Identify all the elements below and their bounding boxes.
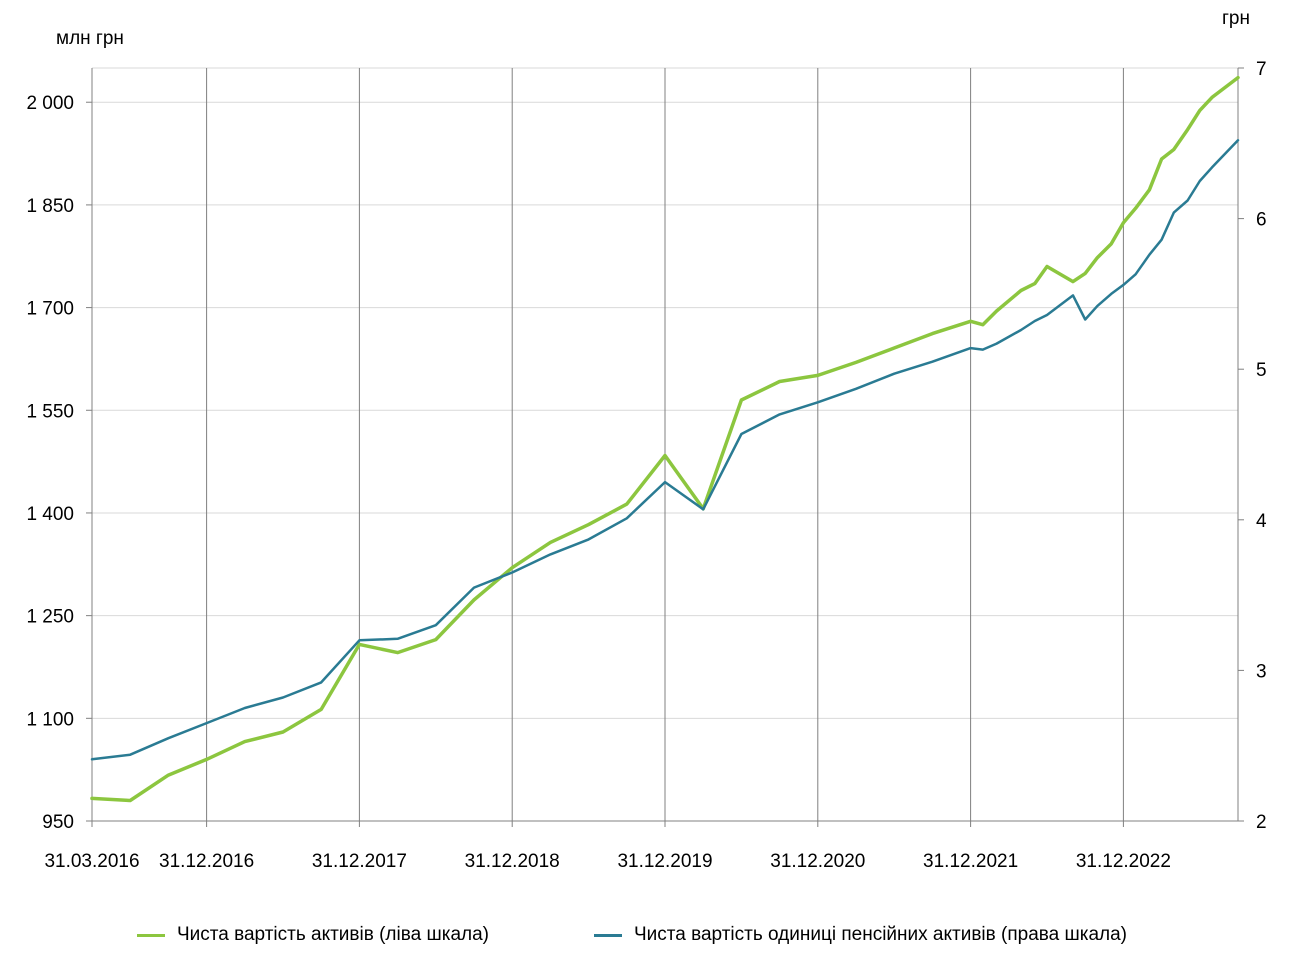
right-axis-unit-label: грн: [1222, 8, 1250, 29]
left-tick-label: 1 400: [26, 504, 74, 525]
series-line-unit-value: [90, 139, 1240, 761]
left-tick-label: 1 850: [26, 196, 74, 217]
x-tick-label: 31.12.2017: [312, 851, 407, 872]
right-tick-label: 6: [1256, 210, 1267, 231]
left-tick-label: 950: [42, 812, 74, 833]
x-tick-label: 31.12.2019: [617, 851, 712, 872]
x-axis-tick-labels: 31.03.2016 31.12.2016 31.12.2017 31.12.2018…: [44, 851, 1170, 872]
right-tick-label: 5: [1256, 360, 1267, 381]
x-tick-label: 31.12.2018: [465, 851, 560, 872]
legend-swatch-unit-value: [594, 933, 622, 937]
right-tick-label: 7: [1256, 59, 1267, 80]
left-tick-label: 1 550: [26, 401, 74, 422]
legend-swatch-net-assets: [137, 933, 165, 937]
left-tick-label: 1 250: [26, 607, 74, 628]
legend-item-net-assets: Чиста вартість активів (ліва шкала): [137, 924, 489, 946]
x-tick-label: 31.12.2021: [923, 851, 1018, 872]
left-axis-tick-labels: 950 1 100 1 250 1 400 1 550 1 700 1 850 2 000: [26, 93, 74, 833]
legend-label-unit-value: Чиста вартість одиниці пенсійних активів…: [634, 924, 1128, 945]
x-tick-label: 31.12.2022: [1076, 851, 1171, 872]
vertical-gridlines: [206, 68, 1124, 821]
plot-frame: [86, 67, 1244, 827]
series-line-net-assets: [90, 75, 1240, 803]
left-tick-label: 1 100: [26, 709, 74, 730]
left-axis-unit-label: млн грн: [56, 28, 124, 49]
x-tick-label: 31.03.2016: [44, 851, 139, 872]
left-tick-label: 2 000: [26, 93, 74, 114]
series-lines: [90, 75, 1240, 803]
right-axis-tick-labels: 2 3 4 5 6 7: [1256, 59, 1267, 833]
right-tick-label: 2: [1256, 812, 1267, 833]
x-tick-label: 31.12.2020: [770, 851, 865, 872]
legend-label-net-assets: Чиста вартість активів (ліва шкала): [177, 924, 489, 945]
legend-item-unit-value: Чиста вартість одиниці пенсійних активів…: [594, 924, 1127, 946]
x-tick-label: 31.12.2016: [159, 851, 254, 872]
right-tick-label: 4: [1256, 511, 1267, 532]
right-tick-label: 3: [1256, 661, 1267, 682]
left-tick-label: 1 700: [26, 299, 74, 320]
